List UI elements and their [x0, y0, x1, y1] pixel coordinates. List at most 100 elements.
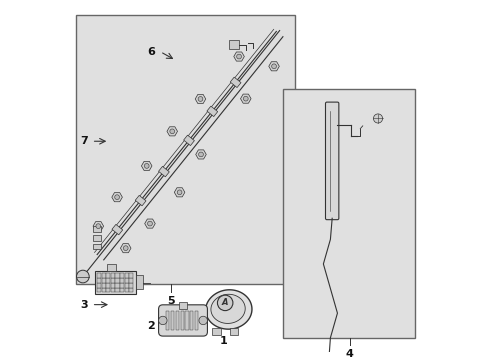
Polygon shape: [197, 129, 204, 135]
Bar: [129, 288, 133, 292]
Polygon shape: [225, 93, 233, 99]
Polygon shape: [105, 243, 112, 249]
Polygon shape: [251, 61, 259, 67]
Polygon shape: [260, 51, 267, 57]
Circle shape: [177, 190, 182, 195]
Polygon shape: [101, 249, 108, 255]
Polygon shape: [166, 168, 173, 174]
Polygon shape: [196, 130, 203, 136]
Polygon shape: [161, 175, 167, 181]
Polygon shape: [93, 222, 103, 231]
Polygon shape: [210, 113, 217, 119]
Polygon shape: [170, 162, 178, 168]
Polygon shape: [244, 71, 251, 77]
Polygon shape: [218, 103, 225, 109]
Polygon shape: [273, 34, 281, 40]
Polygon shape: [147, 191, 154, 197]
Polygon shape: [183, 147, 190, 153]
Polygon shape: [243, 72, 250, 78]
Polygon shape: [257, 55, 264, 60]
Polygon shape: [259, 51, 266, 58]
Bar: [124, 283, 128, 288]
Bar: [158, 166, 169, 177]
Polygon shape: [202, 122, 209, 129]
Polygon shape: [238, 78, 245, 84]
Polygon shape: [190, 138, 197, 144]
Polygon shape: [209, 113, 217, 120]
Polygon shape: [131, 211, 138, 217]
Polygon shape: [178, 153, 185, 159]
Bar: [107, 264, 116, 271]
Polygon shape: [130, 213, 137, 219]
Bar: [120, 288, 124, 292]
Polygon shape: [142, 198, 149, 204]
Polygon shape: [268, 40, 275, 46]
Polygon shape: [115, 231, 122, 238]
Polygon shape: [205, 290, 251, 329]
Polygon shape: [210, 294, 244, 323]
Polygon shape: [219, 102, 226, 108]
Polygon shape: [233, 52, 244, 61]
Bar: [212, 328, 220, 334]
Bar: [229, 328, 238, 334]
Polygon shape: [249, 64, 256, 70]
Polygon shape: [225, 94, 232, 100]
Bar: [129, 273, 133, 278]
Circle shape: [217, 295, 232, 311]
Polygon shape: [166, 127, 177, 136]
Text: 2: 2: [147, 321, 155, 331]
Bar: [120, 283, 124, 288]
Polygon shape: [188, 140, 196, 146]
Polygon shape: [270, 38, 277, 44]
Polygon shape: [239, 76, 246, 82]
Text: A: A: [222, 298, 228, 307]
Polygon shape: [124, 220, 131, 226]
Bar: [110, 278, 115, 283]
Polygon shape: [241, 74, 248, 80]
Bar: [230, 77, 241, 87]
Polygon shape: [113, 234, 120, 240]
Polygon shape: [194, 133, 201, 139]
Polygon shape: [135, 206, 142, 212]
Polygon shape: [120, 225, 127, 231]
Polygon shape: [117, 229, 124, 235]
Bar: [112, 224, 122, 235]
Polygon shape: [155, 181, 162, 188]
Bar: [120, 273, 124, 278]
Polygon shape: [265, 43, 273, 49]
Polygon shape: [220, 100, 227, 106]
Polygon shape: [144, 195, 151, 201]
Polygon shape: [157, 179, 164, 184]
Polygon shape: [143, 196, 150, 202]
Circle shape: [198, 152, 203, 157]
Polygon shape: [160, 175, 167, 181]
Polygon shape: [187, 141, 194, 147]
Polygon shape: [100, 251, 106, 257]
Polygon shape: [229, 89, 236, 95]
Circle shape: [198, 96, 203, 102]
Polygon shape: [108, 240, 116, 246]
Polygon shape: [183, 145, 191, 152]
Polygon shape: [228, 90, 235, 96]
Polygon shape: [231, 87, 238, 93]
Polygon shape: [221, 99, 228, 105]
Bar: [102, 273, 105, 278]
Polygon shape: [156, 181, 163, 187]
Polygon shape: [265, 44, 272, 50]
Bar: [106, 288, 110, 292]
Polygon shape: [181, 149, 188, 156]
Bar: [206, 106, 217, 117]
Polygon shape: [248, 65, 255, 71]
Polygon shape: [223, 97, 230, 103]
Polygon shape: [248, 66, 255, 72]
Bar: [95, 271, 135, 294]
Polygon shape: [190, 138, 198, 143]
Polygon shape: [205, 119, 212, 125]
Bar: [190, 311, 193, 330]
Polygon shape: [176, 155, 183, 161]
Polygon shape: [222, 98, 229, 104]
Polygon shape: [153, 184, 160, 190]
Polygon shape: [141, 199, 148, 204]
Circle shape: [123, 246, 128, 251]
Circle shape: [199, 316, 207, 325]
